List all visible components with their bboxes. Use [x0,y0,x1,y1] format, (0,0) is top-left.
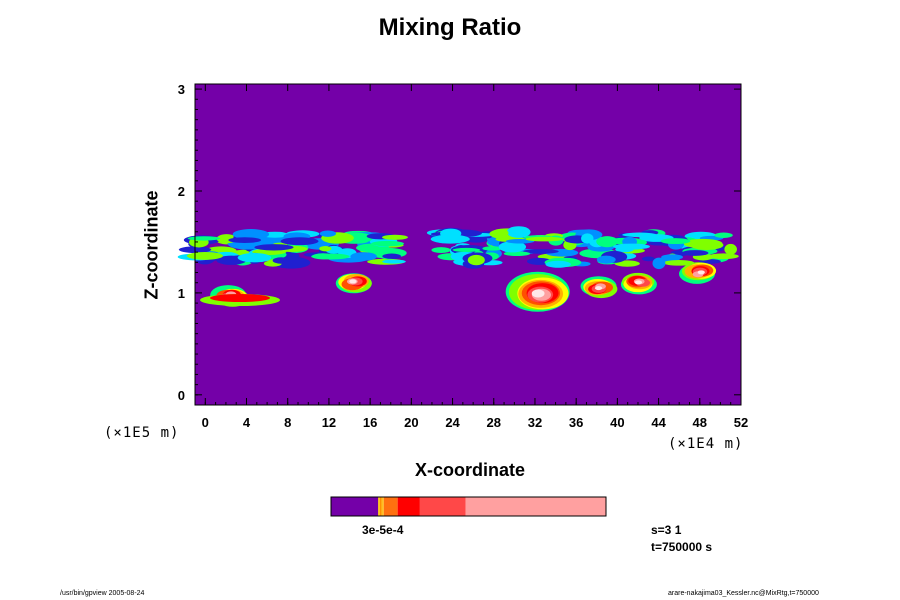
cloud-contour [465,236,488,243]
x-tick-label: 20 [404,415,418,430]
cloud-contour [382,259,406,264]
stat-s: s=3 1 [651,523,682,537]
colorbar-segment [465,497,606,516]
x-tick-label: 24 [445,415,460,430]
cloud-contour [681,250,709,256]
cloud-contour [431,247,451,253]
cloud-contour [714,232,733,238]
cloud-contour [523,249,559,254]
mixing-ratio-field [177,84,741,405]
y-axis-unit: (×1E5 m) [104,425,180,441]
cloud-contour [596,255,616,264]
y-axis-label: Z-coordinate [141,190,162,300]
colorbar-segment [381,497,384,516]
cloud-contour [232,229,270,240]
stat-t: t=750000 s [651,540,713,554]
cloud-contour [187,236,221,241]
y-tick-label: 1 [178,286,185,301]
cloud-contour [319,230,337,237]
cloud-contour [371,240,405,247]
cloud-contour [708,253,739,260]
cloud-contour [382,253,402,259]
x-tick-label: 12 [322,415,336,430]
cloud-contour [506,226,531,238]
cloud-contour [311,253,335,260]
cloud-contour [482,246,503,251]
cloud-contour [254,244,294,251]
cloud-contour [349,279,357,284]
cloud-contour [581,233,594,244]
colorbar-segment [331,497,379,516]
colorbar-segment [379,497,382,516]
y-axis-ticks: 0 1 2 3 [178,82,741,403]
x-tick-label: 40 [610,415,624,430]
cloud-contour [493,229,509,237]
cloud-contour [498,241,527,253]
cloud-contour [689,240,724,250]
footer-source: arare-nakajima03_Kessler.nc@MixRtg,t=750… [668,590,819,597]
cloud-contour [697,270,705,275]
footer-command: /usr/bin/gpview 2005-08-24 [60,590,145,597]
colorbar-segment [397,497,420,516]
cloud-contour [381,234,408,240]
cloud-contour [614,260,640,267]
x-tick-label: 32 [528,415,542,430]
cloud-contour [663,260,695,266]
cloud-contour [661,254,683,260]
chart-title: Mixing Ratio [378,14,522,41]
cloud-contour [641,256,656,262]
cloud-contour [272,257,290,264]
plot-frame [194,83,742,406]
x-axis-ticks: 0 4 8 12 16 20 24 28 32 36 40 44 48 52 [202,84,748,430]
y-tick-label: 2 [178,184,185,199]
colorbar-segment [383,497,398,516]
colorbar [330,496,607,517]
plot-border [194,83,742,406]
cloud-contour [596,236,619,248]
x-tick-label: 28 [487,415,501,430]
colorbar-segment [378,497,380,516]
cloud-contour [545,260,571,268]
cloud-contour [210,294,270,302]
cloud-contour [622,232,657,238]
cloud-contour [525,236,564,242]
x-tick-label: 48 [693,415,707,430]
cloud-contour [280,237,319,246]
cloud-contour [186,252,224,260]
y-tick-label: 3 [178,82,185,97]
cloud-contour [594,286,603,291]
x-tick-label: 16 [363,415,377,430]
cloud-contour [237,253,272,263]
y-tick-label: 0 [178,388,185,403]
cloud-contour [452,247,481,252]
x-tick-label: 36 [569,415,583,430]
cloud-contour [652,257,666,270]
colorbar-segment [419,497,466,516]
cloud-contour [228,237,262,244]
cloud-contour [613,243,650,250]
cloud-contour [660,238,691,245]
x-tick-label: 0 [202,415,209,430]
x-tick-label: 52 [734,415,748,430]
x-tick-label: 8 [284,415,291,430]
x-tick-label: 44 [651,415,666,430]
cloud-contour [505,239,535,244]
cloud-contour [531,289,545,298]
cloud-contour [430,234,470,244]
cloud-contour [350,252,377,261]
x-axis-label: X-coordinate [414,460,525,480]
cloud-contour [634,280,643,285]
cloud-contour [467,254,485,266]
colorbar-labels: 3e-5e-4 [362,523,404,537]
x-axis-unit: (×1E4 m) [668,436,744,452]
cloud-contour [724,243,737,255]
x-tick-label: 4 [243,415,251,430]
colorbar-border [330,496,607,517]
cloud-contour [319,245,332,252]
cloud-contour [503,251,531,256]
